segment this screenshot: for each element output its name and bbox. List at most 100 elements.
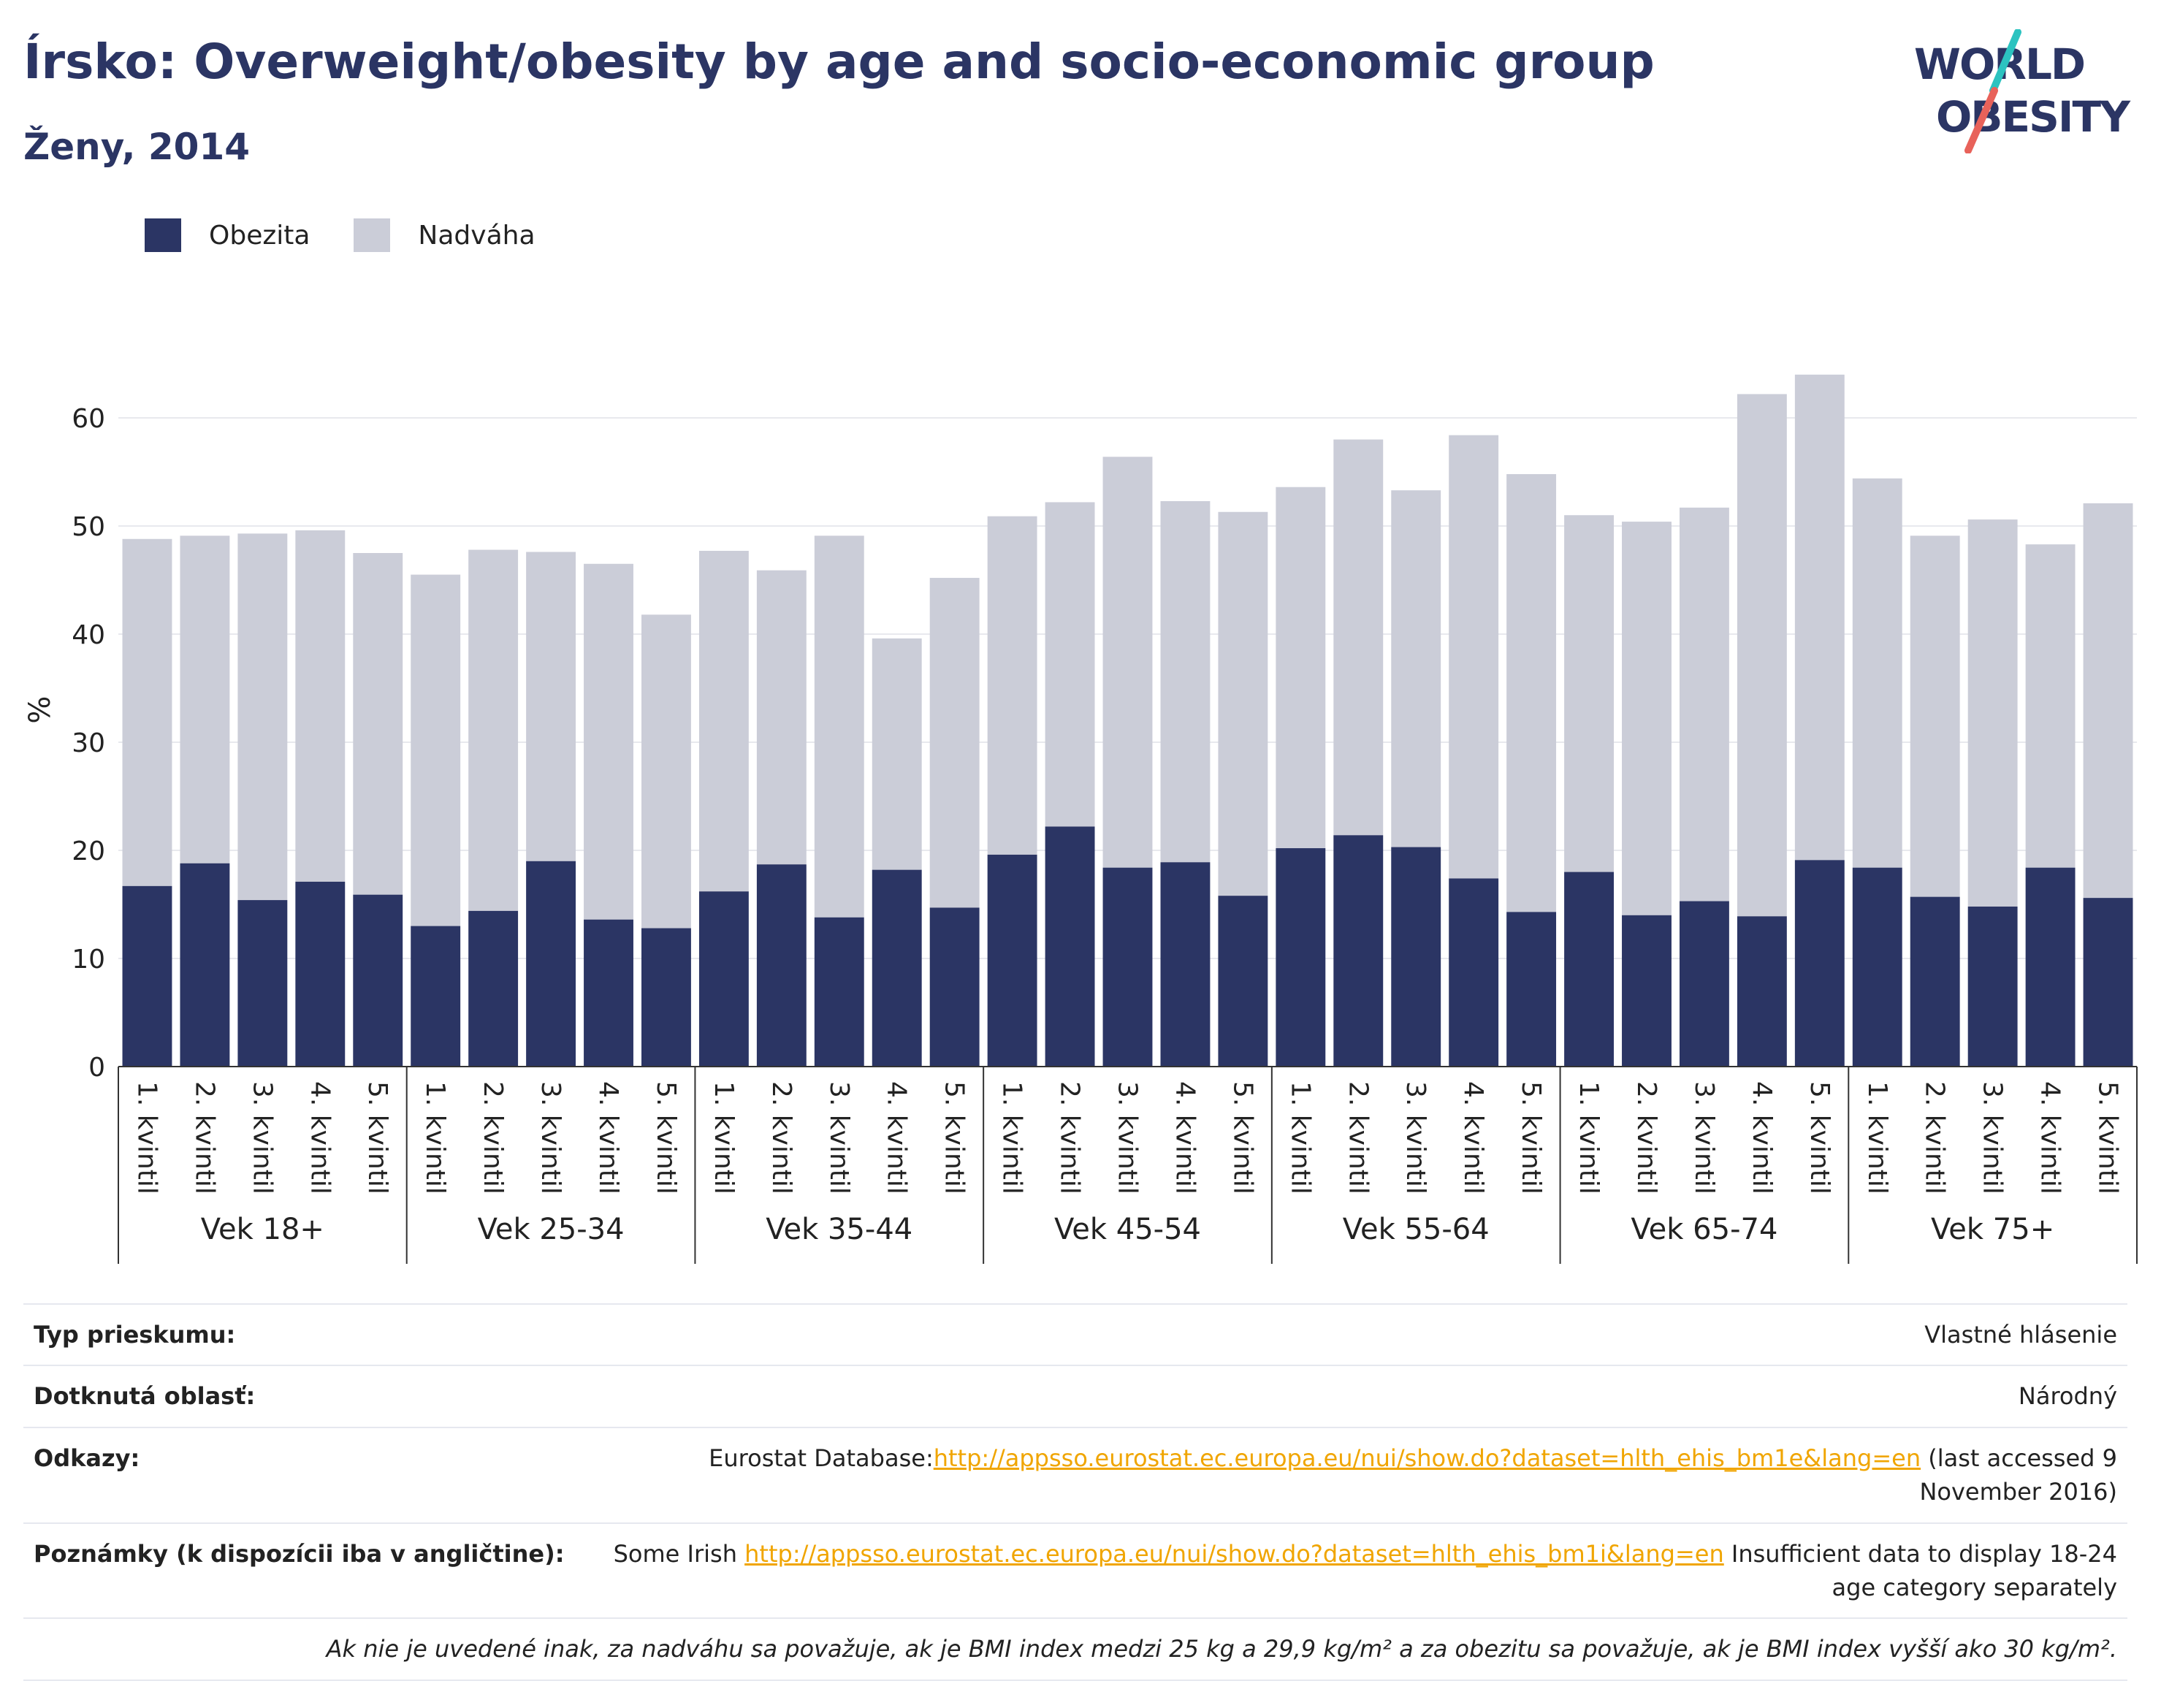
x-tick-label: 1. kvintil (420, 1081, 450, 1194)
bar-obezita[interactable] (1506, 912, 1557, 1067)
bar-obezita[interactable] (1564, 872, 1614, 1067)
bar-nadvaha[interactable] (1449, 435, 1499, 879)
x-tick-label: 3. kvintil (1400, 1081, 1430, 1194)
bar-nadvaha[interactable] (1160, 500, 1211, 863)
bar-nadvaha[interactable] (1506, 473, 1557, 912)
bar-obezita[interactable] (411, 926, 461, 1067)
legend-label-obezita: Obezita (209, 220, 310, 251)
legend-swatch-obezita (145, 218, 181, 252)
bar-obezita[interactable] (814, 917, 864, 1067)
bar-obezita[interactable] (2025, 867, 2076, 1067)
bar-obezita[interactable] (526, 861, 576, 1067)
bar-obezita[interactable] (1276, 848, 1326, 1067)
bar-nadvaha[interactable] (584, 563, 633, 920)
bar-obezita[interactable] (353, 894, 403, 1067)
bar-obezita[interactable] (929, 907, 980, 1067)
bar-nadvaha[interactable] (1218, 511, 1268, 896)
bar-obezita[interactable] (1910, 896, 1960, 1067)
bar-obezita[interactable] (584, 919, 633, 1067)
bar-nadvaha[interactable] (122, 538, 172, 886)
bar-obezita[interactable] (468, 910, 519, 1067)
y-tick-label: 50 (72, 512, 105, 542)
x-tick-label: 1. kvintil (1285, 1081, 1315, 1194)
bar-obezita[interactable] (1622, 915, 1672, 1067)
bar-nadvaha[interactable] (1967, 519, 2018, 907)
notes-link[interactable]: http://appsso.eurostat.ec.europa.eu/nui/… (744, 1539, 1724, 1568)
bar-nadvaha[interactable] (1564, 515, 1614, 872)
bar-obezita[interactable] (180, 863, 230, 1067)
group-label: Vek 18+ (201, 1213, 324, 1246)
bar-obezita[interactable] (237, 900, 288, 1067)
references-value: Eurostat Database:http://appsso.eurostat… (599, 1426, 2127, 1523)
bmi-footnote: Ak nie je uvedené inak, za nadváhu sa po… (23, 1617, 2127, 1681)
bar-obezita[interactable] (1045, 826, 1095, 1067)
x-tick-label: 3. kvintil (1689, 1081, 1719, 1194)
bar-nadvaha[interactable] (1045, 502, 1095, 827)
x-tick-label: 5. kvintil (362, 1081, 392, 1194)
bar-obezita[interactable] (1391, 847, 1441, 1067)
bar-nadvaha[interactable] (641, 614, 691, 929)
bar-nadvaha[interactable] (2025, 544, 2076, 868)
info-table: Typ prieskumu: Vlastné hlásenie Dotknutá… (23, 1303, 2127, 1681)
bar-nadvaha[interactable] (180, 535, 230, 863)
y-tick-label: 0 (88, 1053, 105, 1083)
bar-nadvaha[interactable] (1737, 394, 1787, 917)
bar-nadvaha[interactable] (1852, 478, 1902, 868)
bar-nadvaha[interactable] (1622, 522, 1672, 915)
bar-obezita[interactable] (756, 864, 807, 1067)
bar-nadvaha[interactable] (526, 552, 576, 861)
legend-item-nadvaha[interactable]: Nadváha (354, 218, 536, 252)
references-link[interactable]: http://appsso.eurostat.ec.europa.eu/nui/… (933, 1444, 1921, 1472)
bar-nadvaha[interactable] (698, 551, 749, 892)
bar-obezita[interactable] (295, 881, 346, 1067)
x-tick-label: 1. kvintil (709, 1081, 739, 1194)
bar-obezita[interactable] (1967, 906, 2018, 1067)
bar-nadvaha[interactable] (1102, 457, 1153, 868)
bar-obezita[interactable] (698, 891, 749, 1067)
bar-obezita[interactable] (1218, 896, 1268, 1067)
bar-nadvaha[interactable] (1333, 439, 1384, 836)
bar-obezita[interactable] (641, 928, 691, 1067)
y-tick-label: 10 (72, 945, 105, 975)
bar-nadvaha[interactable] (468, 549, 519, 911)
bar-nadvaha[interactable] (1794, 374, 1845, 861)
bar-nadvaha[interactable] (237, 533, 288, 901)
bar-obezita[interactable] (1737, 916, 1787, 1067)
bar-nadvaha[interactable] (353, 553, 403, 895)
bar-obezita[interactable] (987, 854, 1037, 1067)
bar-nadvaha[interactable] (2083, 503, 2133, 899)
bar-nadvaha[interactable] (1910, 535, 1960, 897)
bar-nadvaha[interactable] (872, 638, 922, 870)
x-tick-label: 1. kvintil (1862, 1081, 1892, 1194)
bar-obezita[interactable] (1679, 901, 1729, 1067)
x-tick-label: 4. kvintil (593, 1081, 623, 1194)
bar-obezita[interactable] (1160, 862, 1211, 1067)
y-tick-label: 20 (72, 836, 105, 866)
bar-nadvaha[interactable] (987, 516, 1037, 855)
bar-nadvaha[interactable] (1391, 490, 1441, 847)
bar-nadvaha[interactable] (1276, 487, 1326, 849)
bar-obezita[interactable] (1449, 878, 1499, 1067)
bar-obezita[interactable] (872, 869, 922, 1067)
group-label: Vek 75+ (1931, 1213, 2054, 1246)
bar-obezita[interactable] (1102, 867, 1153, 1067)
bar-obezita[interactable] (2083, 898, 2133, 1067)
x-tick-label: 5. kvintil (1804, 1081, 1834, 1194)
bar-nadvaha[interactable] (756, 570, 807, 865)
bar-nadvaha[interactable] (929, 578, 980, 908)
bar-nadvaha[interactable] (814, 535, 864, 918)
bar-obezita[interactable] (1333, 835, 1384, 1067)
bar-nadvaha[interactable] (411, 574, 461, 926)
legend-item-obezita[interactable]: Obezita (145, 218, 310, 252)
bar-obezita[interactable] (122, 885, 172, 1067)
logo-slash-teal (1989, 29, 2021, 94)
bar-nadvaha[interactable] (295, 530, 346, 882)
x-tick-label: 1. kvintil (132, 1081, 161, 1194)
references-prefix: Eurostat Database: (709, 1444, 934, 1472)
bar-nadvaha[interactable] (1679, 507, 1729, 901)
bar-obezita[interactable] (1794, 860, 1845, 1067)
x-tick-label: 1. kvintil (1574, 1081, 1604, 1194)
bar-obezita[interactable] (1852, 867, 1902, 1067)
references-label: Odkazy: (23, 1426, 599, 1523)
info-row-footnote: Ak nie je uvedené inak, za nadváhu sa po… (23, 1617, 2127, 1681)
